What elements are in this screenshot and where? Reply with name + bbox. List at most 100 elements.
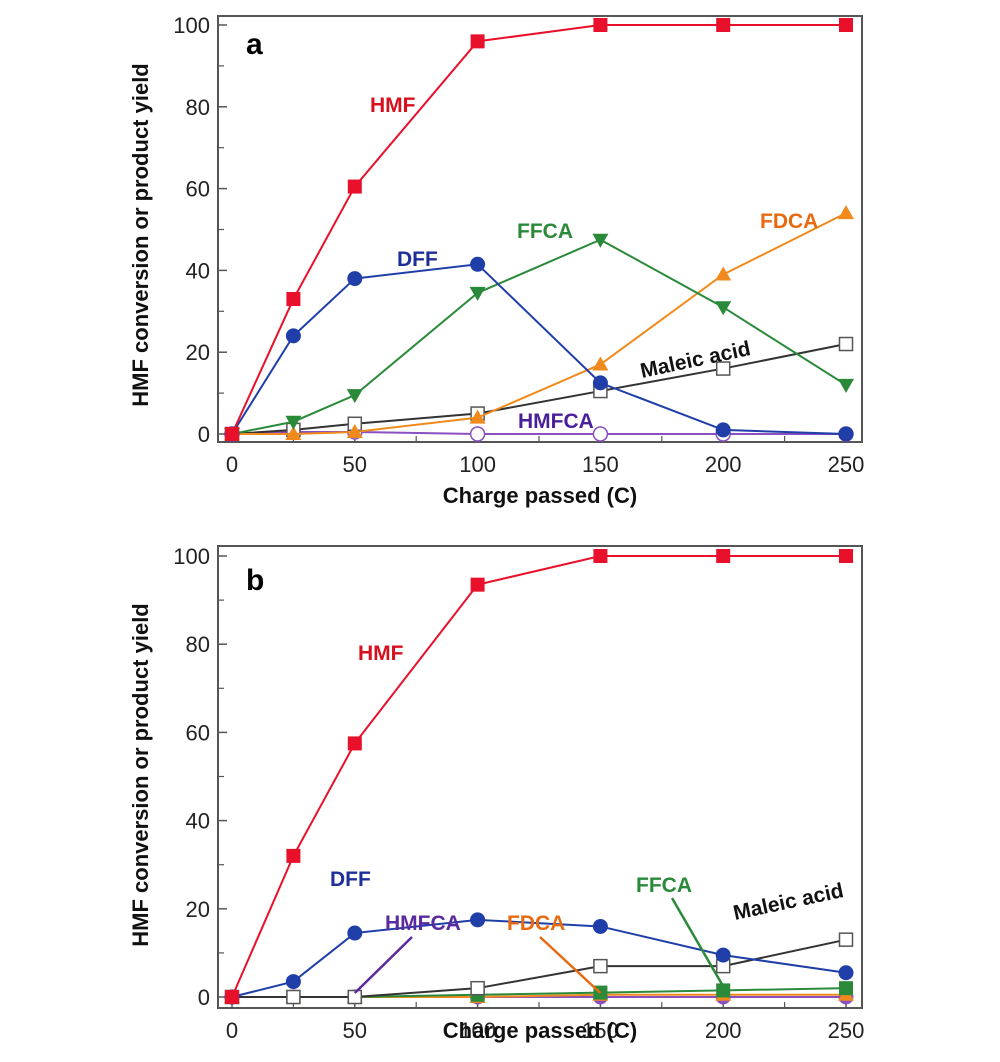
- y-axis-title: HMF conversion or product yield: [128, 63, 153, 406]
- series-dff: [224, 256, 854, 442]
- series-layer: [224, 18, 854, 442]
- x-tick-label: 100: [459, 452, 496, 477]
- point-hmf: [286, 848, 301, 863]
- label-hmf: HMF: [370, 94, 416, 117]
- point-fdca: [285, 426, 302, 440]
- x-tick-label: 50: [343, 452, 367, 477]
- point-hmf: [470, 577, 485, 592]
- point-hmf: [225, 427, 239, 441]
- x-tick-label: 150: [582, 1018, 619, 1043]
- x-tick-label: 0: [226, 452, 238, 477]
- point-hmf: [347, 736, 362, 751]
- point-dff: [285, 974, 301, 990]
- y-tick-label: 80: [186, 632, 210, 657]
- annotation-pointers: [353, 897, 725, 994]
- point-dff: [838, 965, 854, 981]
- y-tick-label: 20: [186, 340, 210, 365]
- label-hmfca: HMFCA: [518, 410, 594, 433]
- pointer-ffca: [670, 897, 725, 988]
- x-tick-label: 150: [582, 452, 619, 477]
- point-dff: [285, 328, 301, 344]
- point-hmfca: [592, 426, 609, 442]
- x-tick-label: 200: [705, 1018, 742, 1043]
- series-layer: [224, 549, 854, 1005]
- point-ffca: [716, 983, 731, 998]
- point-hmf: [839, 549, 853, 563]
- point-fdca: [838, 205, 854, 220]
- x-tick-label: 250: [828, 1018, 865, 1043]
- x-tick-label: 0: [226, 1018, 238, 1043]
- label-dff: DFF: [330, 868, 371, 891]
- y-tick-label: 60: [186, 177, 210, 202]
- point-maleic-acid: [347, 989, 363, 1005]
- x-axis-title: Charge passed (C): [443, 1018, 637, 1043]
- point-ffca: [715, 301, 732, 316]
- point-ffca: [469, 286, 486, 301]
- y-tick-label: 100: [173, 13, 210, 38]
- y-axis-title: HMF conversion or product yield: [128, 603, 153, 946]
- label-ffca: FFCA: [517, 220, 573, 243]
- point-hmf: [347, 179, 362, 194]
- point-fdca: [592, 356, 609, 371]
- y-tick-label: 100: [173, 544, 210, 569]
- y-tick-label: 40: [186, 809, 210, 834]
- series-dff: [224, 912, 854, 1005]
- point-hmf: [286, 292, 301, 307]
- point-ffca: [346, 389, 363, 404]
- point-maleic-acid: [838, 932, 854, 947]
- point-fdca: [469, 409, 486, 424]
- panel-letter: a: [246, 28, 263, 61]
- x-tick-label: 250: [828, 452, 865, 477]
- series-fdca: [224, 205, 854, 440]
- point-hmf: [593, 549, 608, 563]
- point-dff: [592, 918, 608, 934]
- point-ffca: [839, 981, 853, 996]
- y-tick-label: 60: [186, 720, 210, 745]
- label-fdca: FDCA: [507, 912, 565, 935]
- point-maleic-acid: [593, 958, 608, 974]
- point-dff: [592, 375, 608, 391]
- plot-frame: [217, 545, 863, 1009]
- point-maleic-acid: [286, 989, 301, 1005]
- axis-ticks: 0 20 40 60 80 100 0 50 100 150 200 250: [173, 544, 864, 1043]
- series-hmf: [225, 549, 853, 1004]
- point-fdca: [715, 266, 732, 281]
- series-hmf: [225, 18, 853, 441]
- x-tick-label: 200: [705, 452, 742, 477]
- point-hmf: [225, 990, 239, 1004]
- point-ffca: [838, 378, 854, 393]
- y-tick-label: 20: [186, 897, 210, 922]
- point-dff: [715, 422, 731, 438]
- label-dff: DFF: [397, 248, 438, 271]
- x-axis-title: Charge passed (C): [443, 483, 637, 508]
- y-tick-label: 0: [198, 422, 210, 447]
- x-tick-label: 50: [343, 1018, 367, 1043]
- point-dff: [347, 925, 363, 941]
- point-hmf: [470, 34, 485, 49]
- axis-ticks: 0 20 40 60 80 100 0 50 100 150 200 250: [173, 13, 864, 477]
- point-fdca: [346, 423, 363, 438]
- point-dff: [838, 426, 854, 442]
- point-maleic-acid: [470, 980, 485, 996]
- plot-frame: [217, 15, 863, 443]
- panel-a: 0 20 40 60 80 100 0 50 100 150 200 250 a HMF DFF FF…: [128, 13, 864, 508]
- point-dff: [470, 256, 486, 272]
- label-hmfca: HMFCA: [385, 912, 461, 935]
- panel-letter: b: [246, 564, 264, 597]
- label-fdca: FDCA: [760, 210, 818, 233]
- point-dff: [470, 912, 486, 928]
- point-hmf: [716, 18, 731, 32]
- point-dff: [347, 271, 363, 287]
- point-hmf: [593, 18, 608, 32]
- pointer-hmfca: [353, 936, 413, 994]
- y-tick-label: 0: [198, 985, 210, 1010]
- point-maleic-acid: [838, 336, 854, 352]
- x-tick-label: 100: [459, 1018, 496, 1043]
- panel-b: 0 20 40 60 80 100 0 50 100 150 200 250 b HMF DFF HM…: [128, 544, 864, 1043]
- point-hmf: [839, 18, 853, 32]
- y-tick-label: 40: [186, 258, 210, 283]
- point-hmfca: [469, 426, 486, 442]
- label-ffca: FFCA: [636, 874, 692, 897]
- point-hmf: [716, 549, 731, 563]
